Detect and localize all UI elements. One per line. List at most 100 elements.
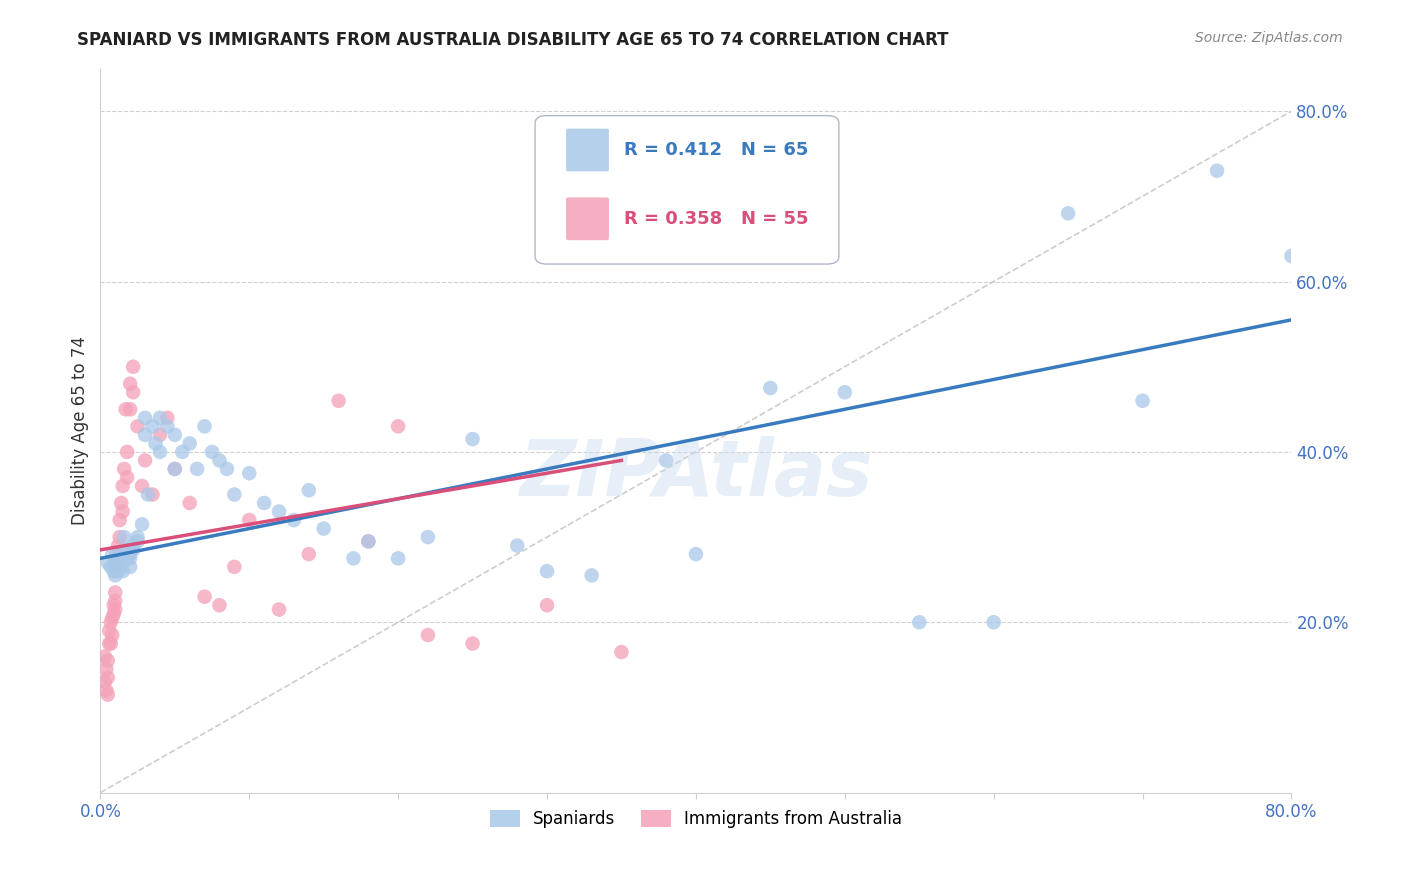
Point xyxy=(215,462,238,476)
Point xyxy=(536,599,558,613)
Point xyxy=(136,487,159,501)
Legend: Spaniards, Immigrants from Australia: Spaniards, Immigrants from Australia xyxy=(484,804,908,835)
Point xyxy=(238,466,260,480)
Point xyxy=(108,513,131,527)
Point xyxy=(342,551,364,566)
Point xyxy=(194,419,217,434)
Point xyxy=(112,462,135,476)
Point xyxy=(149,445,172,459)
Point xyxy=(134,410,156,425)
Point xyxy=(101,628,124,642)
Point xyxy=(107,551,129,566)
Point xyxy=(253,496,276,510)
Point xyxy=(127,534,149,549)
Point xyxy=(131,517,153,532)
Point xyxy=(156,419,179,434)
Point xyxy=(536,564,558,578)
Point xyxy=(103,607,125,621)
Point xyxy=(107,539,129,553)
Point xyxy=(312,522,335,536)
Point xyxy=(122,385,145,400)
Point xyxy=(127,530,149,544)
Point xyxy=(506,539,529,553)
Point xyxy=(267,504,290,518)
Point xyxy=(131,479,153,493)
FancyBboxPatch shape xyxy=(536,116,839,264)
Point xyxy=(96,683,118,698)
Point xyxy=(115,445,138,459)
Text: Source: ZipAtlas.com: Source: ZipAtlas.com xyxy=(1195,31,1343,45)
Point xyxy=(172,445,194,459)
Point xyxy=(120,402,142,417)
Point xyxy=(283,513,305,527)
Point xyxy=(208,453,231,467)
Point xyxy=(141,419,163,434)
Point xyxy=(461,636,484,650)
Point xyxy=(298,547,321,561)
Point xyxy=(105,547,128,561)
Point xyxy=(103,599,125,613)
Point xyxy=(98,624,121,638)
Point xyxy=(581,568,603,582)
Point xyxy=(163,462,186,476)
Point xyxy=(1281,249,1303,263)
Point xyxy=(104,556,127,570)
Point xyxy=(655,453,678,467)
Point xyxy=(1132,393,1154,408)
FancyBboxPatch shape xyxy=(567,128,609,171)
Point xyxy=(100,615,122,630)
Point xyxy=(149,427,172,442)
Point xyxy=(387,551,409,566)
Point xyxy=(97,688,120,702)
Point xyxy=(120,547,142,561)
Point xyxy=(108,530,131,544)
Point xyxy=(98,636,121,650)
Point xyxy=(357,534,380,549)
Point xyxy=(94,674,117,689)
Point xyxy=(100,560,122,574)
Point xyxy=(122,539,145,553)
Point xyxy=(111,556,134,570)
Point xyxy=(111,564,134,578)
Point xyxy=(114,402,136,417)
Point xyxy=(100,636,122,650)
Point xyxy=(111,504,134,518)
Point xyxy=(1206,163,1229,178)
Point xyxy=(97,556,120,570)
Point xyxy=(1057,206,1080,220)
Point xyxy=(416,628,439,642)
Point xyxy=(127,419,149,434)
Point xyxy=(685,547,707,561)
Point xyxy=(267,602,290,616)
Point xyxy=(104,585,127,599)
Point xyxy=(115,542,138,557)
Point xyxy=(115,470,138,484)
Point xyxy=(115,551,138,566)
Point xyxy=(416,530,439,544)
Point xyxy=(224,560,246,574)
Point xyxy=(238,513,260,527)
Point xyxy=(134,427,156,442)
Point xyxy=(179,496,201,510)
Point xyxy=(110,496,132,510)
Point xyxy=(759,381,782,395)
Point xyxy=(120,560,142,574)
Point xyxy=(201,445,224,459)
Point xyxy=(357,534,380,549)
Point xyxy=(141,487,163,501)
Point xyxy=(908,615,931,630)
Point xyxy=(97,671,120,685)
Point xyxy=(107,560,129,574)
Text: ZIPAtlas: ZIPAtlas xyxy=(519,436,873,512)
Point xyxy=(610,645,633,659)
Point xyxy=(122,542,145,557)
FancyBboxPatch shape xyxy=(567,197,609,240)
Point xyxy=(108,547,131,561)
Point xyxy=(186,462,208,476)
Point xyxy=(298,483,321,498)
Point xyxy=(120,376,142,391)
Point xyxy=(112,530,135,544)
Point xyxy=(104,568,127,582)
Point xyxy=(120,551,142,566)
Point xyxy=(94,649,117,664)
